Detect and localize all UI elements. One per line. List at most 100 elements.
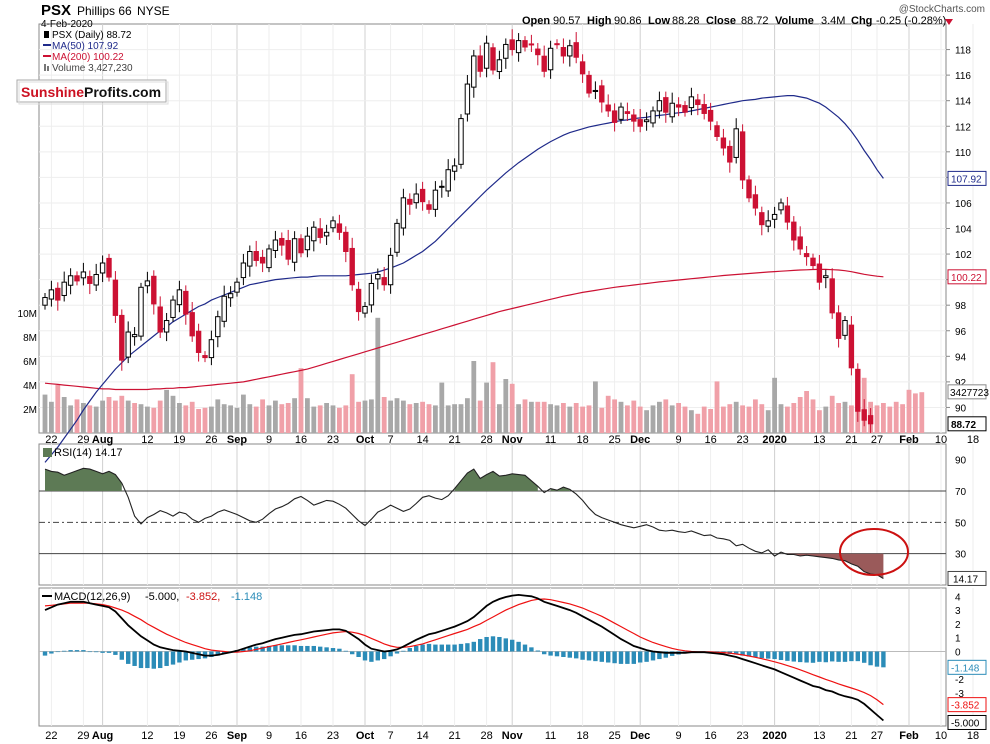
volume-bar: [881, 403, 886, 433]
macd-histogram-bar: [164, 651, 169, 666]
x-tick-label-bottom: 9: [676, 730, 682, 742]
macd-histogram-bar: [330, 648, 336, 652]
candle-body: [496, 59, 503, 73]
volume-bar: [164, 389, 169, 433]
macd-value-tag: -1.148: [951, 663, 980, 674]
rsi-legend: RSI(14) 14.17: [43, 447, 122, 459]
candle-body: [375, 274, 381, 280]
candle-body: [362, 305, 368, 314]
macd-histogram-bar: [62, 650, 67, 652]
macd-histogram-bar: [388, 651, 393, 657]
volume-bar: [42, 394, 48, 433]
rsi-value-box: [947, 570, 987, 586]
candle-body: [835, 312, 842, 339]
volume-bar: [509, 383, 515, 433]
candle-body: [611, 110, 618, 123]
macd-histogram-bar: [407, 648, 412, 652]
macd-histogram-bar: [394, 651, 400, 654]
sunshine-profits-logo: Sunshine Profits.com: [16, 79, 169, 105]
volume-bar: [663, 399, 669, 433]
legend-volume: Volume 3,427,230: [52, 63, 133, 74]
rsi-tick-label: 50: [955, 518, 967, 529]
candle-body: [387, 254, 394, 286]
candle-body: [253, 251, 259, 261]
volume-tick-label: 2M: [23, 405, 37, 416]
macd-histogram-bar: [298, 645, 304, 652]
volume-tick-label: 4M: [23, 381, 37, 392]
volume-legend-icon: [44, 64, 46, 71]
candle-body: [515, 40, 522, 54]
volume-bar: [829, 395, 835, 433]
volume-bar: [285, 403, 291, 433]
x-tick-label: 21: [448, 434, 460, 446]
candle-body: [445, 169, 451, 192]
volume-bar: [93, 406, 99, 433]
candle-body: [394, 222, 400, 253]
macd-histogram-bar: [804, 651, 809, 663]
x-tick-label: Feb: [899, 434, 919, 446]
symbol: PSX: [41, 2, 71, 19]
x-tick-label: 23: [736, 434, 748, 446]
macd-histogram-bar: [471, 641, 476, 652]
macd-histogram-bar: [439, 644, 444, 652]
x-tick-label-bottom: 19: [173, 730, 185, 742]
candle-body: [349, 247, 355, 286]
volume-bar: [279, 404, 285, 433]
candle-body: [151, 275, 157, 305]
candle-body: [816, 263, 823, 283]
x-tick-label-bottom: Oct: [356, 730, 375, 742]
candle-body: [791, 221, 797, 241]
candle-body: [458, 118, 464, 165]
macd-histogram-bar: [874, 651, 880, 667]
x-tick-label-bottom: 12: [141, 730, 153, 742]
x-tick-label-bottom: 21: [845, 730, 857, 742]
candle-body: [618, 106, 624, 120]
price-tag-box: [947, 170, 987, 186]
macd-histogram-bar: [478, 639, 483, 652]
macd-histogram-bar: [119, 651, 124, 660]
volume-tag: 3427723: [950, 388, 989, 399]
macd-histogram-bar: [855, 651, 860, 662]
x-tick-label-bottom: 9: [266, 730, 272, 742]
candle-body: [259, 256, 266, 264]
volume-bar: [529, 401, 534, 433]
volume-bar: [465, 398, 470, 433]
macd-histogram-bar: [209, 651, 214, 657]
macd-histogram-bar: [401, 650, 406, 652]
volume-bar: [778, 404, 784, 433]
macd-histogram-bar: [842, 651, 848, 662]
volume-bar: [721, 406, 726, 433]
volume-bar: [151, 407, 157, 433]
x-tick-label: 18: [576, 434, 588, 446]
volume-bar: [599, 407, 605, 433]
macd-histogram-bar: [94, 651, 99, 653]
candle-body: [842, 320, 848, 336]
candle-body: [573, 42, 579, 58]
price-tick-label: 92: [955, 378, 967, 389]
macd-tick-label: 0: [955, 647, 961, 658]
volume-bar: [657, 401, 662, 433]
candle-body: [739, 131, 746, 181]
candle-body: [419, 188, 426, 203]
volume-bar: [471, 361, 477, 433]
x-tick-label-bottom: 27: [871, 730, 883, 742]
volume-bar: [618, 401, 624, 433]
volume-bar: [81, 403, 86, 433]
candle-body: [189, 312, 195, 337]
volume-bar: [791, 403, 797, 433]
volume-bar: [682, 406, 688, 433]
volume-tick-label: 10M: [18, 309, 37, 320]
volume-bar: [644, 410, 649, 433]
rsi-legend-icon: [43, 448, 52, 457]
x-tick-label-bottom: 25: [608, 730, 620, 742]
volume-bar: [132, 403, 137, 433]
volume-bar: [266, 405, 272, 433]
candle-body: [746, 179, 752, 199]
macd-histogram-bar: [516, 641, 521, 652]
volume-bar: [273, 400, 278, 433]
x-tick-label: 16: [704, 434, 716, 446]
volume-bar: [676, 403, 681, 433]
candle-body: [605, 104, 611, 112]
macd-legend-signal: -3.852,: [186, 591, 220, 603]
